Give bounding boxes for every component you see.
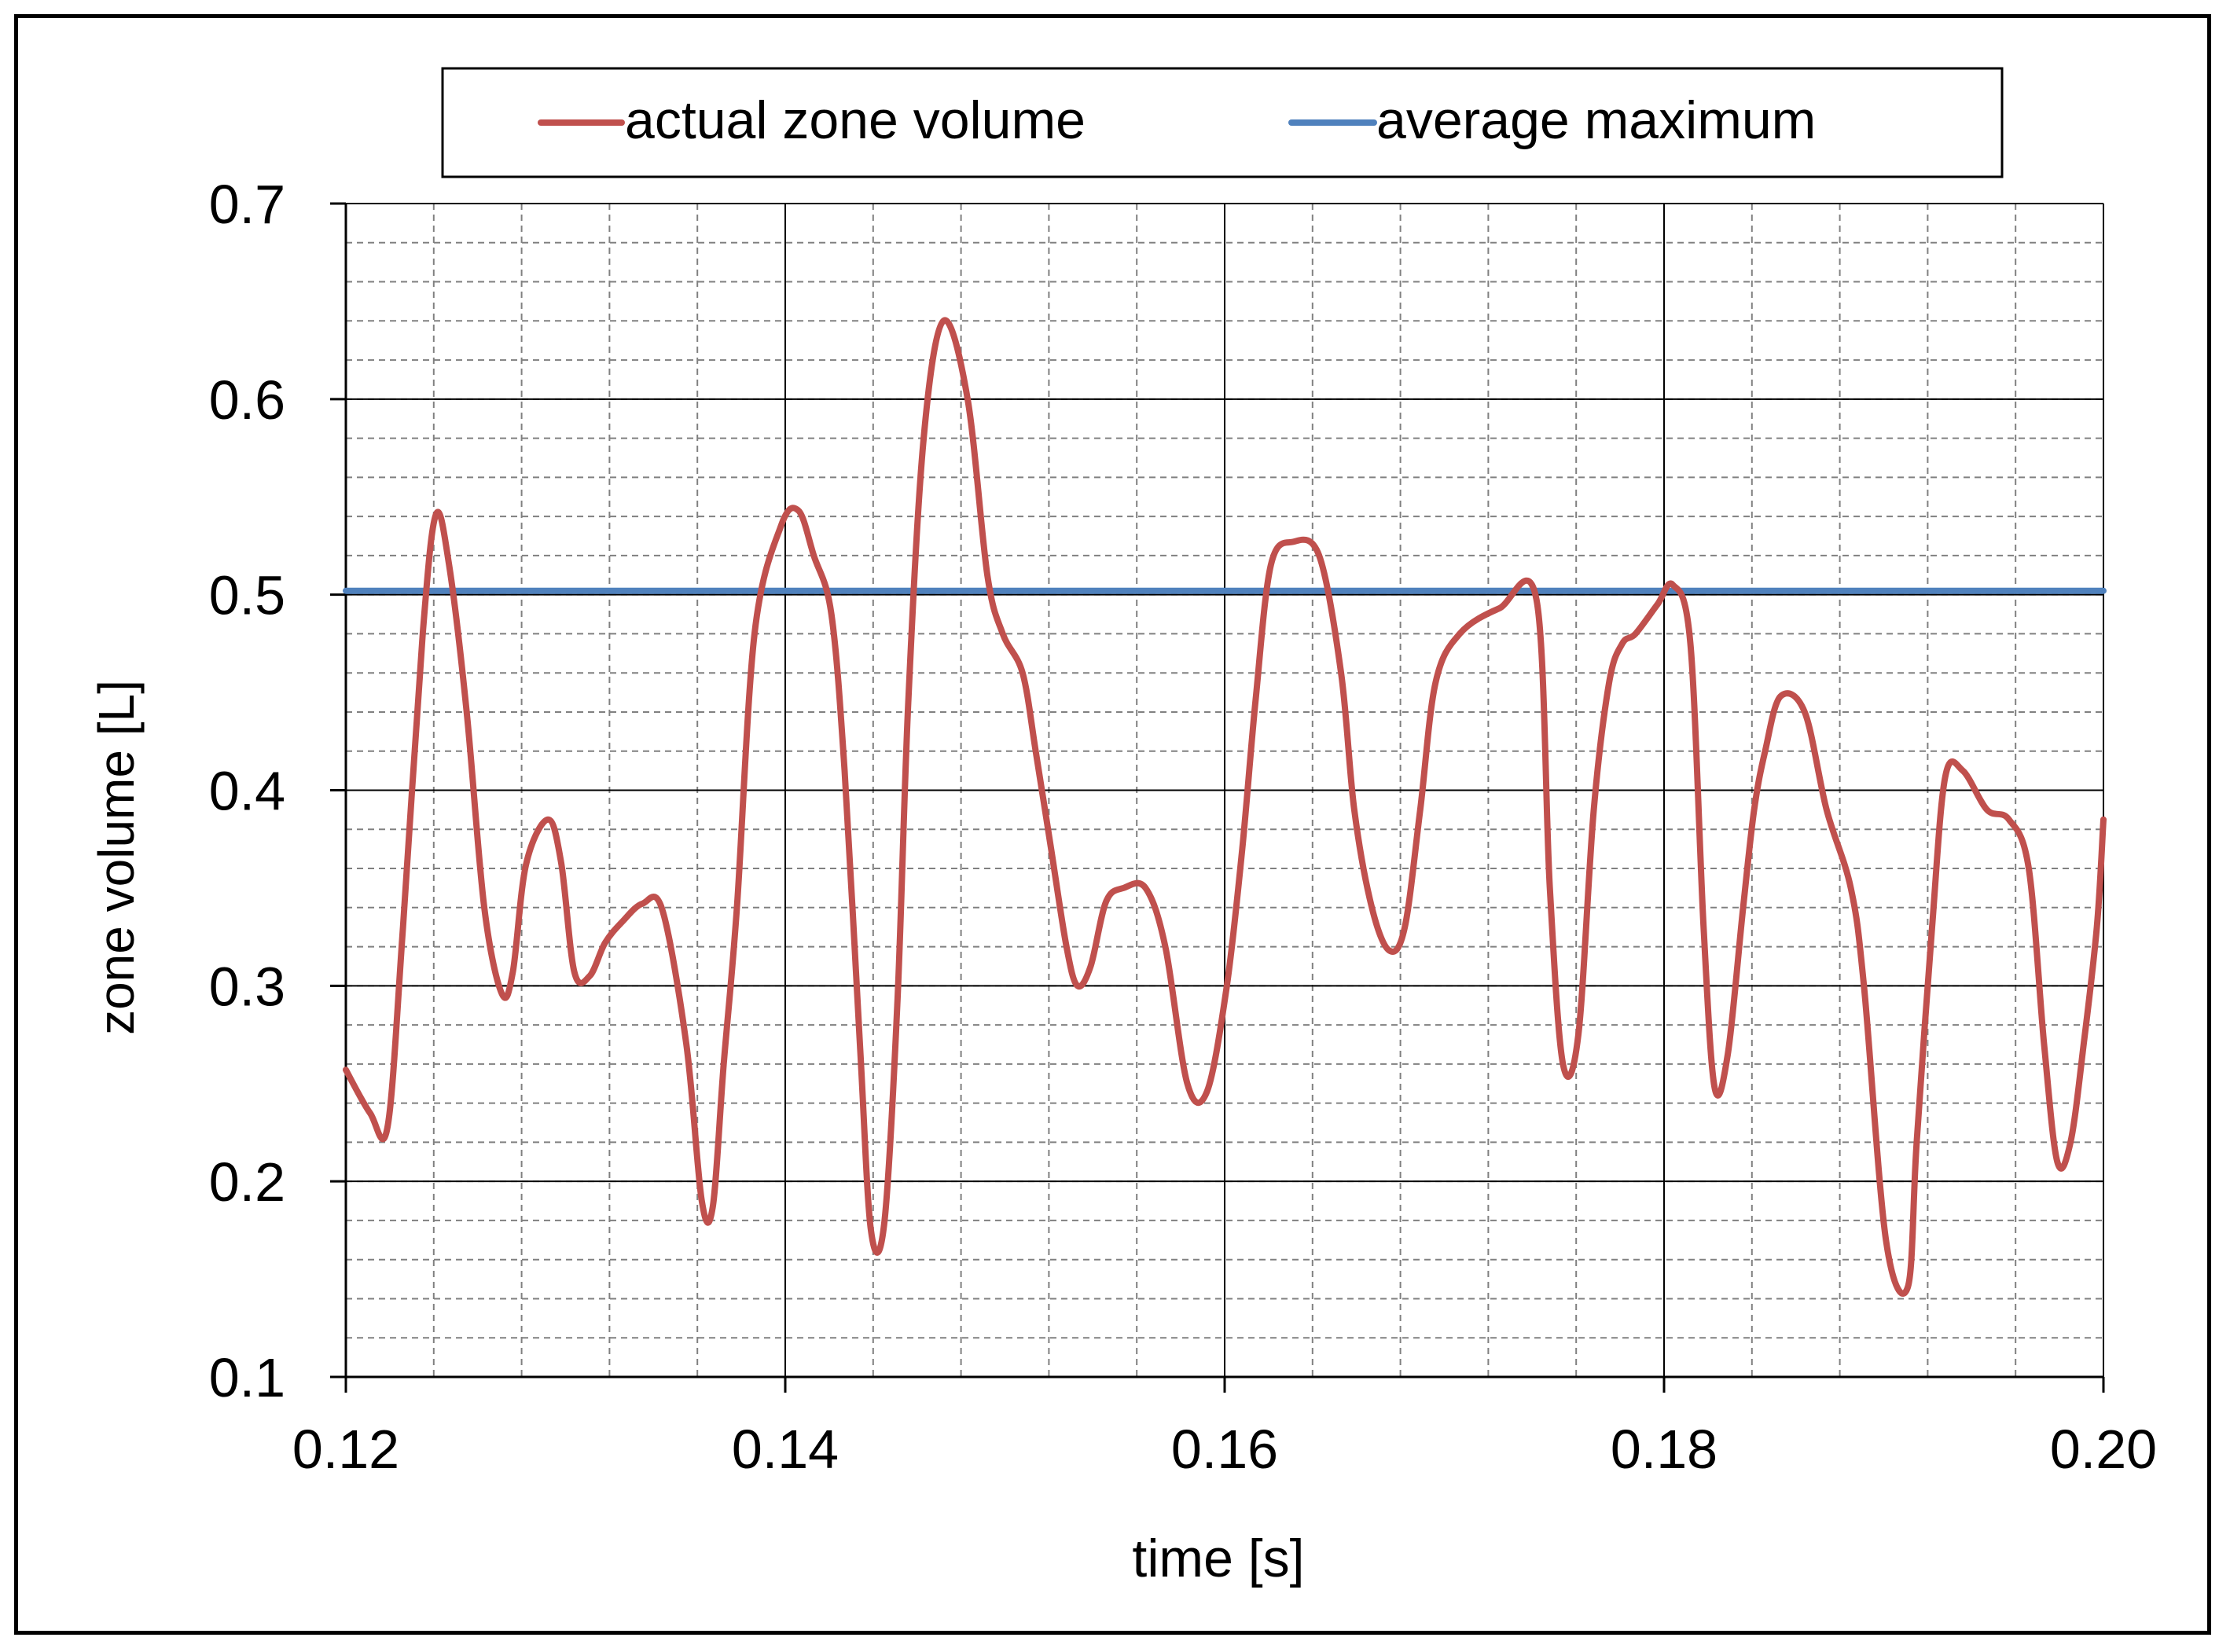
x-tick-label: 0.20 <box>2050 1419 2157 1480</box>
x-tick-label: 0.12 <box>292 1419 399 1480</box>
tick-labels: 0.1 0.2 0.3 0.4 0.5 0.6 0.7 0.12 0.14 0.16 0.18 0.2… <box>209 174 2157 1480</box>
series-line-actual-zone-volume <box>343 317 2107 1297</box>
y-tick-label: 0.4 <box>209 761 285 822</box>
y-axis-label: zone volume [L] <box>88 680 145 1035</box>
x-tick-label: 0.18 <box>1611 1419 1718 1480</box>
series <box>343 317 2107 1297</box>
legend-label-average-maximum: average maximum <box>1376 90 1816 150</box>
y-tick-label: 0.1 <box>209 1347 285 1408</box>
y-tick-label: 0.6 <box>209 369 285 431</box>
y-tick-label: 0.5 <box>209 565 285 626</box>
x-tick-label: 0.14 <box>732 1419 839 1480</box>
chart-frame: actual zone volume average maximum 0.1 0.… <box>14 14 2211 1635</box>
x-axis-label: time [s] <box>1132 1529 1304 1588</box>
legend-label-actual-zone-volume: actual zone volume <box>625 90 1086 150</box>
grid-major <box>345 203 2104 1378</box>
legend-box <box>441 67 2004 178</box>
axes <box>330 202 2105 1393</box>
x-tick-label: 0.16 <box>1171 1419 1278 1480</box>
legend: actual zone volume average maximum <box>441 67 2004 178</box>
y-tick-label: 0.7 <box>209 174 285 235</box>
y-tick-label: 0.3 <box>209 956 285 1017</box>
chart: actual zone volume average maximum 0.10.… <box>88 67 2157 1588</box>
y-tick-label: 0.2 <box>209 1151 285 1213</box>
